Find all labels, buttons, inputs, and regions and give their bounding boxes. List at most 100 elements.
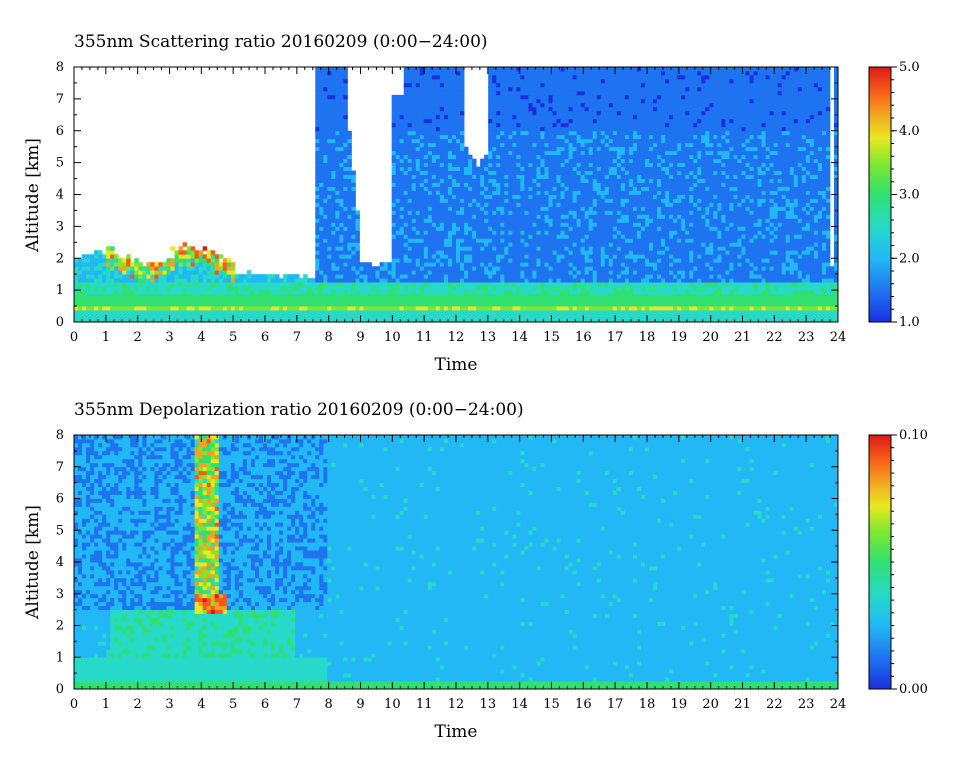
heatmap-cell xyxy=(456,234,461,239)
heatmap-cell xyxy=(415,182,421,187)
heatmap-cell xyxy=(82,286,87,291)
heatmap-cell xyxy=(560,146,565,152)
heatmap-cell xyxy=(102,258,107,263)
heatmap-cell xyxy=(572,306,578,311)
heatmap-cell xyxy=(496,294,501,299)
heatmap-cell xyxy=(407,146,413,152)
heatmap-cell xyxy=(315,146,320,152)
heatmap-cell xyxy=(419,202,425,207)
heatmap-cell xyxy=(347,206,352,211)
heatmap-cell xyxy=(391,314,397,319)
heatmap-cell xyxy=(403,194,409,199)
heatmap-cell xyxy=(407,214,413,219)
heatmap-cell xyxy=(423,214,429,219)
heatmap-cell xyxy=(339,194,344,199)
heatmap-cell xyxy=(78,318,83,323)
heatmap-cell xyxy=(536,162,541,168)
heatmap-cell xyxy=(460,266,465,271)
heatmap-cell xyxy=(472,186,477,191)
heatmap-cell xyxy=(520,238,525,243)
heatmap-cell xyxy=(476,262,481,267)
heatmap-cell xyxy=(142,278,147,283)
heatmap-cell xyxy=(572,202,578,207)
heatmap-cell xyxy=(258,278,264,283)
heatmap-cell xyxy=(596,158,602,164)
heatmap-cell xyxy=(580,170,586,175)
heatmap-cell xyxy=(508,122,513,128)
heatmap-cell xyxy=(532,86,537,92)
heatmap-cell xyxy=(355,250,360,255)
heatmap-cell xyxy=(516,310,521,315)
heatmap-cell xyxy=(484,266,489,271)
heatmap-cell xyxy=(588,130,594,136)
heatmap-cell xyxy=(363,318,368,323)
heatmap-cell xyxy=(339,222,344,227)
heatmap-cell xyxy=(456,298,461,303)
heatmap-cell xyxy=(331,126,336,132)
heatmap-cell xyxy=(435,178,441,183)
heatmap-cell xyxy=(435,67,441,72)
heatmap-cell xyxy=(335,214,340,219)
heatmap-cell xyxy=(319,206,324,211)
heatmap-cell xyxy=(411,290,417,295)
heatmap-cell xyxy=(114,258,119,263)
heatmap-cell xyxy=(118,282,123,287)
heatmap-cell xyxy=(572,298,578,303)
heatmap-cell xyxy=(323,314,328,319)
heatmap-cell xyxy=(427,218,433,223)
heatmap-cell xyxy=(544,294,549,299)
heatmap-cell xyxy=(250,286,256,291)
heatmap-cell xyxy=(435,82,441,88)
heatmap-cell xyxy=(391,210,397,215)
heatmap-cell xyxy=(126,254,131,259)
heatmap-cell xyxy=(480,262,485,267)
heatmap-cell xyxy=(399,254,405,259)
heatmap-cell xyxy=(460,94,465,100)
heatmap-cell xyxy=(427,282,433,287)
heatmap-cell xyxy=(222,266,228,271)
heatmap-cell xyxy=(516,162,521,168)
heatmap-cell xyxy=(504,106,509,112)
heatmap-cell xyxy=(492,166,497,171)
heatmap-cell xyxy=(576,90,582,96)
heatmap-cell xyxy=(524,90,529,96)
heatmap-cell xyxy=(411,182,417,187)
heatmap-cell xyxy=(339,90,344,96)
heatmap-cell xyxy=(262,298,268,303)
heatmap-cell xyxy=(532,154,537,160)
heatmap-cell xyxy=(580,194,586,199)
heatmap-cell xyxy=(544,286,549,291)
heatmap-cell xyxy=(315,266,320,271)
heatmap-cell xyxy=(536,286,541,291)
heatmap-cell xyxy=(580,78,586,84)
heatmap-cell xyxy=(435,246,441,251)
heatmap-cell xyxy=(468,222,473,227)
heatmap-cell xyxy=(560,182,565,187)
heatmap-cell xyxy=(528,250,533,255)
heatmap-cell xyxy=(323,158,328,164)
heatmap-cell xyxy=(182,310,187,315)
heatmap-cell xyxy=(456,242,461,247)
heatmap-cell xyxy=(500,254,505,259)
heatmap-cell xyxy=(222,282,228,287)
heatmap-cell xyxy=(576,186,582,191)
heatmap-cell xyxy=(476,310,481,315)
heatmap-cell xyxy=(319,314,324,319)
heatmap-cell xyxy=(439,78,445,84)
heatmap-cell xyxy=(460,106,465,112)
heatmap-cell xyxy=(403,86,409,92)
heatmap-cell xyxy=(451,122,457,128)
heatmap-cell xyxy=(548,106,553,112)
heatmap-cell xyxy=(395,162,401,168)
heatmap-cell xyxy=(150,266,155,271)
heatmap-cell xyxy=(476,286,481,291)
heatmap-cell xyxy=(411,67,417,72)
heatmap-cell xyxy=(335,266,340,271)
heatmap-cell xyxy=(363,270,368,275)
heatmap-cell xyxy=(556,246,561,251)
heatmap-cell xyxy=(520,278,525,283)
heatmap-cell xyxy=(311,314,316,319)
heatmap-cell xyxy=(319,186,324,191)
heatmap-cell xyxy=(492,282,497,287)
heatmap-cell xyxy=(572,266,578,271)
